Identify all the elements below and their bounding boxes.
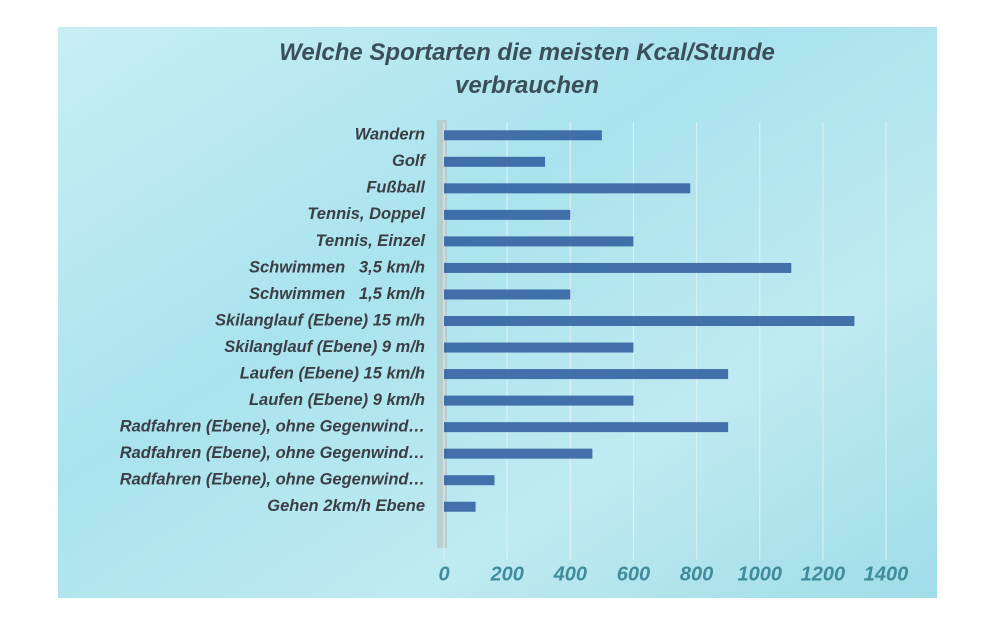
y-tick-label: Golf xyxy=(392,152,426,170)
bar xyxy=(444,448,593,459)
y-tick-label: Skilanglauf (Ebene) 9 m/h xyxy=(224,338,425,356)
x-tick-label: 600 xyxy=(617,563,650,585)
bar xyxy=(444,236,634,247)
y-tick-label: Tennis, Doppel xyxy=(307,205,425,223)
y-tick-label: Gehen 2km/h Ebene xyxy=(267,497,425,515)
x-tick-label: 1400 xyxy=(864,563,909,585)
y-tick-label: Radfahren (Ebene), ohne Gegenwind… xyxy=(120,471,425,489)
y-tick-label: Laufen (Ebene) 9 km/h xyxy=(249,391,425,409)
bar xyxy=(444,156,546,167)
bar xyxy=(444,130,602,141)
y-tick-label: Skilanglauf (Ebene) 15 m/h xyxy=(215,311,425,329)
x-tick-label: 400 xyxy=(553,563,587,585)
bar xyxy=(444,475,495,486)
y-tick-label: Radfahren (Ebene), ohne Gegenwind… xyxy=(120,417,425,435)
y-tick-label: Radfahren (Ebene), ohne Gegenwind… xyxy=(120,444,425,462)
y-tick-label: Wandern xyxy=(355,126,425,144)
y-tick-label: Schwimmen 1,5 km/h xyxy=(249,285,425,303)
bar xyxy=(444,209,571,220)
bar xyxy=(444,395,634,406)
bar xyxy=(444,316,855,326)
bar xyxy=(444,183,691,194)
bar xyxy=(444,369,729,380)
y-tick-label: Laufen (Ebene) 15 km/h xyxy=(240,364,425,382)
bar xyxy=(444,342,634,353)
bar xyxy=(444,501,476,512)
x-tick-label: 0 xyxy=(438,563,449,585)
bar xyxy=(444,289,571,300)
x-tick-label: 1000 xyxy=(737,563,782,585)
y-tick-label: Schwimmen 3,5 km/h xyxy=(249,258,425,276)
x-tick-label: 1200 xyxy=(801,563,846,585)
bar xyxy=(444,262,792,273)
chart-title: Welche Sportarten die meisten Kcal/Stund… xyxy=(279,39,775,99)
bar xyxy=(444,422,729,433)
background xyxy=(58,27,937,598)
x-tick-label: 200 xyxy=(489,563,523,585)
y-tick-label: Tennis, Einzel xyxy=(316,232,426,250)
x-tick-label: 800 xyxy=(680,563,713,585)
y-tick-label: Fußball xyxy=(366,179,425,197)
category-axis xyxy=(437,120,447,548)
